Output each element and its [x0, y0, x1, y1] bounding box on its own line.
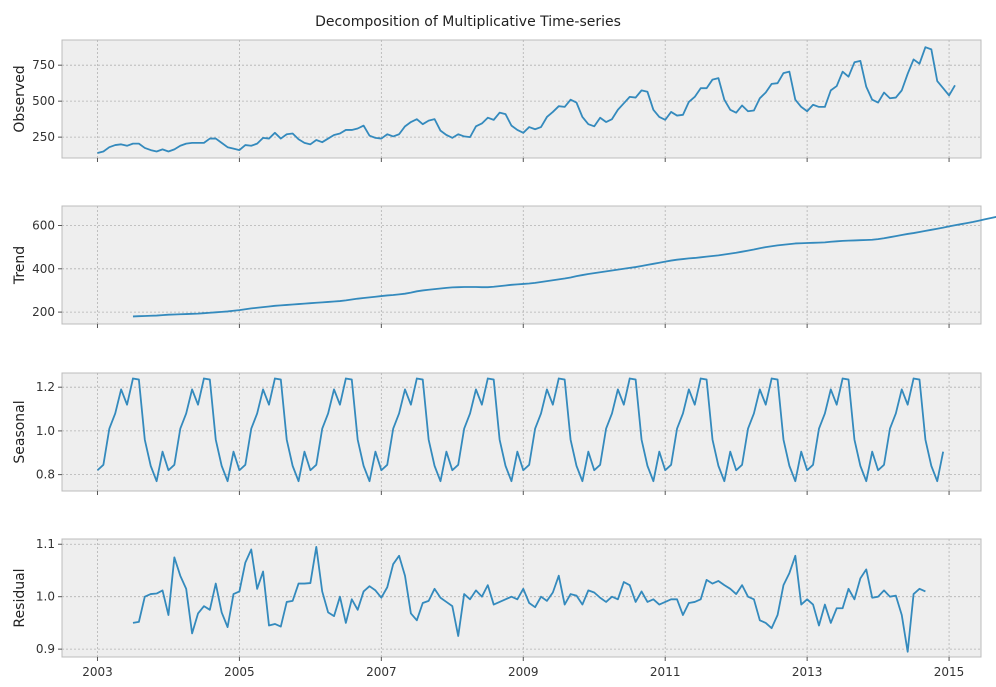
series-line-seasonal: [96, 377, 945, 483]
y-tick-label: 200: [32, 305, 55, 319]
panel-observed: 250 500 750 Observed: [12, 39, 982, 162]
x-tick-label: 2013: [792, 665, 823, 679]
y-tick-label: 400: [32, 262, 55, 276]
y-tick-label: 600: [32, 218, 55, 232]
panel-seasonal: 0.8 1.0 1.2 Seasonal: [12, 372, 982, 495]
panel-trend: 200 400 600 Trend: [12, 205, 996, 328]
series-line-observed: [97, 46, 956, 154]
y-axis-label: Residual: [12, 568, 28, 627]
plot-area: [61, 372, 982, 492]
panel-residual: 2003 2005 2007 2009 2011 2013 2015 0.9 1.0 1.1 Res…: [12, 537, 982, 679]
y-tick-label: 1.2: [36, 380, 55, 394]
x-tick-label: 2011: [650, 665, 681, 679]
y-tick-label: 750: [32, 58, 55, 72]
x-tick-label: 2005: [224, 665, 255, 679]
x-tick-label: 2007: [366, 665, 397, 679]
x-tick-label: 2009: [508, 665, 539, 679]
series-line-residual: [132, 545, 926, 653]
y-tick-label: 250: [32, 130, 55, 144]
series-line-trend: [132, 215, 996, 318]
plot-area: [61, 205, 982, 325]
y-axis-label: Observed: [12, 65, 28, 132]
y-tick-label: 500: [32, 94, 55, 108]
y-axis-label: Trend: [12, 246, 28, 285]
figure-title: Decomposition of Multiplicative Time-ser…: [315, 14, 621, 30]
y-tick-label: 1.0: [36, 424, 55, 438]
y-tick-label: 1.0: [36, 590, 55, 604]
y-axis-label: Seasonal: [12, 400, 28, 463]
plot-area: [61, 538, 982, 658]
plot-area: [61, 39, 982, 159]
y-tick-label: 1.1: [36, 537, 55, 551]
x-tick-label: 2003: [82, 665, 113, 679]
y-tick-label: 0.9: [36, 642, 55, 656]
y-tick-label: 0.8: [36, 468, 55, 482]
x-tick-label: 2015: [934, 665, 965, 679]
